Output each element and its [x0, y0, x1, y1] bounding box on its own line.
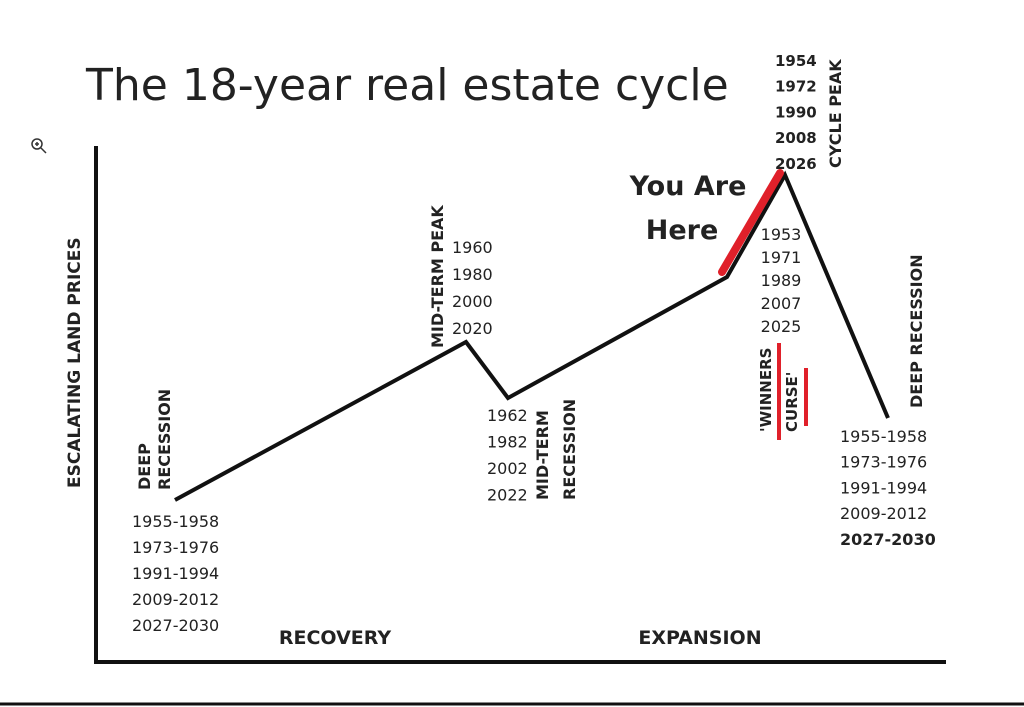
zoom-icon[interactable] [31, 138, 47, 154]
stage-label: MID-TERM PEAK [428, 205, 447, 348]
stage-label: RECESSION [155, 389, 174, 490]
year-label: 2025 [761, 317, 802, 336]
year-label: 1973-1976 [132, 538, 219, 557]
year-label: 1972 [775, 78, 817, 96]
year-label: 1955-1958 [840, 427, 927, 446]
year-label: 1991-1994 [840, 478, 927, 497]
year-label: 2008 [775, 129, 817, 147]
year-label: 2007 [761, 294, 802, 313]
annotation: You Are [629, 171, 747, 202]
you-are-here-highlight [718, 169, 784, 276]
year-label: 1989 [761, 271, 802, 290]
cycle-line [174, 170, 890, 502]
year-label: 1990 [775, 103, 817, 121]
year-label: 1971 [761, 248, 802, 267]
year-label: 1982 [487, 433, 528, 452]
year-label: 2020 [452, 319, 493, 338]
year-label: 2009-2012 [840, 504, 927, 523]
phase-label: RECOVERY [279, 627, 391, 649]
year-label: 2026 [775, 155, 817, 173]
year-label: 1954 [775, 52, 817, 70]
stage-label: RECESSION [560, 399, 579, 500]
title: The 18-year real estate cycle [85, 60, 729, 111]
year-label: 1980 [452, 265, 493, 284]
year-label: 2027-2030 [132, 616, 219, 635]
year-label: 2000 [452, 292, 493, 311]
stage-label: CYCLE PEAK [826, 59, 845, 168]
warning-label: CURSE' [783, 372, 801, 432]
year-label: 2022 [487, 486, 528, 505]
stage-label: MID-TERM [533, 410, 552, 500]
year-label: 1955-1958 [132, 512, 219, 531]
year-label: 1960 [452, 238, 493, 257]
stage-label: DEEP [135, 443, 154, 490]
year-label: 2002 [487, 459, 528, 478]
year-label: 1991-1994 [132, 564, 219, 583]
y-axis-label: ESCALATING LAND PRICES [65, 237, 85, 488]
warning-label: 'WINNERS [757, 348, 775, 432]
stage-label: DEEP RECESSION [907, 254, 926, 408]
year-label: 1973-1976 [840, 453, 927, 472]
year-label: 2027-2030 [840, 530, 936, 549]
annotation: Here [646, 215, 719, 246]
year-label: 2009-2012 [132, 590, 219, 609]
phase-label: EXPANSION [638, 627, 761, 649]
year-label: 1953 [761, 225, 802, 244]
year-label: 1962 [487, 406, 528, 425]
